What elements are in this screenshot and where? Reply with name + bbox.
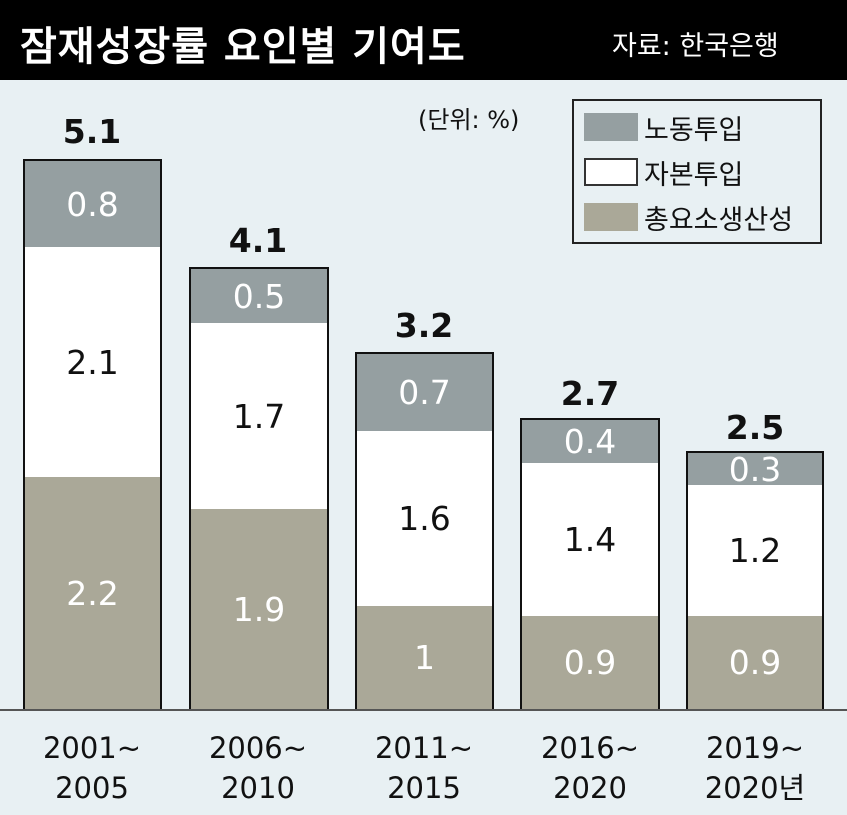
stacked-bar: 0.3 1.2 0.9 bbox=[686, 451, 824, 711]
stacked-bar: 0.7 1.6 1 bbox=[355, 352, 494, 711]
x-tick-line1: 2019~ bbox=[705, 731, 805, 765]
segment-capital: 1.6 bbox=[357, 431, 492, 606]
x-tick-line2: 2020년 bbox=[704, 771, 806, 805]
x-tick-label: 2011~ 2015 bbox=[344, 728, 504, 808]
x-tick-line1: 2001~ bbox=[42, 731, 142, 765]
title-bar: 잠재성장률 요인별 기여도 자료: 한국은행 bbox=[0, 0, 847, 80]
legend: 노동투입 자본투입 총요소생산성 bbox=[572, 99, 822, 244]
x-tick-label: 2019~ 2020년 bbox=[675, 728, 835, 808]
x-tick-label: 2001~ 2005 bbox=[12, 728, 172, 808]
segment-capital: 1.7 bbox=[191, 323, 327, 509]
segment-labor: 0.3 bbox=[688, 453, 822, 489]
legend-swatch-tfp bbox=[584, 203, 638, 231]
segment-tfp: 0.9 bbox=[688, 616, 822, 709]
stacked-bar: 0.5 1.7 1.9 bbox=[189, 267, 329, 711]
legend-item-tfp: 총요소생산성 bbox=[584, 201, 793, 236]
segment-tfp: 2.2 bbox=[25, 477, 160, 709]
x-tick-line2: 2020 bbox=[553, 771, 627, 805]
legend-item-labor: 노동투입 bbox=[584, 111, 743, 146]
segment-tfp: 1.9 bbox=[191, 509, 327, 709]
segment-capital: 1.4 bbox=[522, 463, 658, 616]
chart-title: 잠재성장률 요인별 기여도 bbox=[20, 24, 466, 70]
segment-labor: 0.8 bbox=[25, 161, 160, 247]
x-tick-line2: 2010 bbox=[221, 771, 295, 805]
bar-total: 4.1 bbox=[228, 221, 288, 260]
segment-tfp: 0.9 bbox=[522, 616, 658, 709]
bar-total: 3.2 bbox=[394, 306, 454, 345]
legend-item-capital: 자본투입 bbox=[584, 156, 743, 191]
legend-label: 노동투입 bbox=[644, 114, 744, 146]
legend-swatch-labor bbox=[584, 113, 638, 141]
stacked-bar: 0.8 2.1 2.2 bbox=[23, 159, 162, 711]
x-tick-line2: 2015 bbox=[387, 771, 461, 805]
bar-total: 2.5 bbox=[725, 408, 785, 447]
segment-tfp: 1 bbox=[357, 606, 492, 709]
bar-total: 2.7 bbox=[560, 374, 620, 413]
legend-label: 총요소생산성 bbox=[644, 204, 794, 236]
stacked-bar: 0.4 1.4 0.9 bbox=[520, 418, 660, 711]
x-tick-label: 2006~ 2010 bbox=[178, 728, 338, 808]
x-tick-line2: 2005 bbox=[55, 771, 129, 805]
legend-swatch-capital bbox=[584, 158, 638, 186]
segment-labor: 0.7 bbox=[357, 354, 492, 431]
x-tick-line1: 2011~ bbox=[374, 731, 474, 765]
x-tick-line1: 2006~ bbox=[208, 731, 308, 765]
segment-capital: 2.1 bbox=[25, 247, 160, 477]
x-axis-line bbox=[0, 709, 847, 711]
x-tick-line1: 2016~ bbox=[540, 731, 640, 765]
source-label: 자료: 한국은행 bbox=[612, 31, 779, 62]
bar-total: 5.1 bbox=[62, 112, 122, 151]
unit-label: (단위: %) bbox=[418, 106, 520, 134]
segment-labor: 0.4 bbox=[522, 420, 658, 463]
x-tick-label: 2016~ 2020 bbox=[510, 728, 670, 808]
segment-labor: 0.5 bbox=[191, 269, 327, 323]
segment-capital: 1.2 bbox=[688, 485, 822, 616]
legend-label: 자본투입 bbox=[644, 159, 744, 191]
